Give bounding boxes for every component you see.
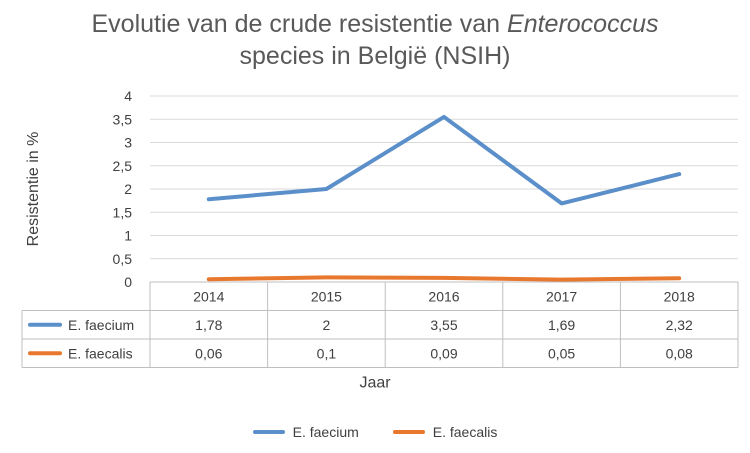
- chart-title: Evolutie van de crude resistentie van En…: [0, 8, 750, 72]
- table-data-label: 1,69: [548, 317, 575, 333]
- y-tick-label: 0: [124, 274, 132, 290]
- y-tick-label: 1: [124, 228, 132, 244]
- table-data-label: 0,08: [666, 345, 693, 361]
- table-series-name: E. faecium: [68, 317, 134, 333]
- y-tick-label: 3: [124, 135, 132, 151]
- y-tick-label: 1,5: [113, 204, 133, 220]
- table-data-label: 0,05: [548, 345, 575, 361]
- x-category-label: 2014: [193, 288, 224, 304]
- table-data-label: 0,1: [317, 345, 337, 361]
- table-data-label: 0,06: [195, 345, 222, 361]
- legend-label: E. faecalis: [432, 424, 498, 440]
- table-data-label: 2: [323, 317, 331, 333]
- legend-line-icon: [392, 430, 425, 434]
- legend-item: E. faecium: [252, 424, 359, 440]
- y-tick-label: 3,5: [113, 111, 133, 127]
- x-category-label: 2015: [311, 288, 342, 304]
- title-italic-genus: Enterococcus: [507, 10, 659, 38]
- table-data-label: 2,32: [666, 317, 693, 333]
- series-line: [206, 275, 682, 282]
- table-data-label: 1,78: [195, 317, 222, 333]
- y-axis-title: Resistentie in %: [25, 132, 42, 247]
- y-tick-label: 4: [124, 88, 132, 104]
- y-tick-label: 0,5: [113, 251, 133, 267]
- table-data-label: 3,55: [430, 317, 457, 333]
- legend-item: E. faecalis: [392, 424, 498, 440]
- legend: E. faecium E. faecalis: [0, 424, 750, 440]
- table-series-name: E. faecalis: [68, 345, 133, 361]
- legend-label: E. faecium: [292, 424, 359, 440]
- legend-line-icon: [252, 430, 285, 434]
- y-tick-label: 2: [124, 181, 132, 197]
- series-line: [206, 114, 682, 206]
- y-tick-label: 2,5: [113, 158, 133, 174]
- x-category-label: 2016: [428, 288, 459, 304]
- x-category-label: 2018: [664, 288, 695, 304]
- x-axis-title: Jaar: [359, 375, 391, 392]
- x-category-label: 2017: [546, 288, 577, 304]
- title-line2: species in België (NSIH): [239, 42, 511, 70]
- title-line1: Evolutie van de crude resistentie van: [91, 10, 508, 38]
- table-data-label: 0,09: [430, 345, 457, 361]
